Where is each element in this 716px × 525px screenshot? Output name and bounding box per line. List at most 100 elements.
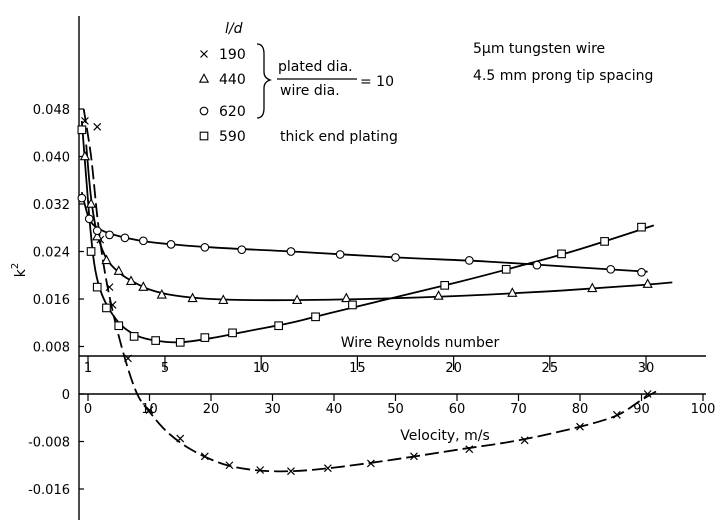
point-620 xyxy=(139,236,148,246)
legend-marker-440 xyxy=(198,73,210,83)
y-ticks: -0.016 -0.008 0 0.008 0.016 0.024 0.032 0.040 0.… xyxy=(28,103,84,498)
point-590 xyxy=(274,321,284,331)
reynolds-tick-label: 25 xyxy=(542,361,559,376)
point-190 xyxy=(225,461,234,470)
point-590 xyxy=(600,237,609,246)
legend-header: l/d xyxy=(225,21,243,37)
y-tick-label: 0.032 xyxy=(33,198,70,213)
point-440 xyxy=(187,292,198,303)
legend-value-190: 190 xyxy=(219,47,246,63)
reynolds-tick-label: 15 xyxy=(349,361,366,376)
point-620 xyxy=(77,193,87,203)
point-590 xyxy=(200,333,210,342)
legend: l/d 190 440 620 590 thick end plating pl… xyxy=(198,21,398,145)
point-590 xyxy=(151,336,161,345)
reynolds-ticks: 1 5 10 15 20 25 30 xyxy=(84,356,654,376)
point-590 xyxy=(637,222,646,232)
point-620 xyxy=(120,233,130,243)
point-590 xyxy=(114,321,124,331)
point-440 xyxy=(113,265,124,275)
axes xyxy=(78,16,706,520)
x-tick-label: 0 xyxy=(84,402,92,417)
curve-190 xyxy=(82,108,661,473)
legend-note-thick-end-plating: thick end plating xyxy=(280,129,398,145)
point-620 xyxy=(105,230,114,240)
point-440 xyxy=(125,275,137,285)
point-440 xyxy=(138,281,149,291)
point-620 xyxy=(335,250,345,259)
point-590 xyxy=(92,282,102,292)
point-440 xyxy=(587,282,598,293)
legend-markers xyxy=(198,50,210,141)
point-620 xyxy=(92,226,102,236)
point-590 xyxy=(129,332,139,341)
point-190 xyxy=(124,354,132,363)
legend-value-440: 440 xyxy=(219,72,246,88)
point-190 xyxy=(145,406,154,414)
point-440 xyxy=(218,294,229,304)
x-axis-label: Velocity, m/s xyxy=(400,428,489,444)
x-tick-label: 30 xyxy=(264,402,281,417)
x-tick-label: 90 xyxy=(633,402,650,417)
curve-440 xyxy=(85,144,673,302)
point-440 xyxy=(79,150,91,161)
ratio-denominator: wire dia. xyxy=(280,83,340,99)
point-590 xyxy=(175,337,185,347)
point-190 xyxy=(366,459,375,468)
y-tick-label: -0.016 xyxy=(28,483,70,498)
annotation-wire: 5μm tungsten wire xyxy=(473,41,605,57)
legend-brace xyxy=(256,43,273,119)
y-axis-label-superscript: 2 xyxy=(10,263,21,269)
curve-620 xyxy=(80,191,648,273)
point-190 xyxy=(93,122,102,131)
y-tick-label: 0.008 xyxy=(33,341,70,356)
point-190 xyxy=(105,283,114,292)
x-ticks: 0 10 20 30 40 50 60 70 80 90 100 xyxy=(84,394,716,417)
legend-marker-620 xyxy=(199,106,209,116)
point-590 xyxy=(557,249,566,259)
point-620 xyxy=(286,247,296,256)
point-440 xyxy=(291,294,303,304)
legend-marker-590 xyxy=(199,131,209,141)
point-440 xyxy=(92,230,103,241)
point-190 xyxy=(256,466,265,474)
reynolds-tick-label: 20 xyxy=(445,361,462,376)
point-440 xyxy=(85,198,97,208)
point-190 xyxy=(520,436,529,445)
point-620 xyxy=(166,240,176,249)
y-tick-label: 0.024 xyxy=(33,246,70,261)
point-440 xyxy=(642,278,653,288)
y-tick-label: 0.040 xyxy=(33,151,70,166)
point-590 xyxy=(102,303,111,313)
point-620 xyxy=(637,267,646,277)
x-tick-label: 50 xyxy=(387,402,404,417)
point-620 xyxy=(606,264,616,274)
point-190 xyxy=(576,422,584,431)
legend-marker-190 xyxy=(200,50,208,58)
legend-value-620: 620 xyxy=(219,104,246,120)
point-190 xyxy=(176,434,185,443)
point-590 xyxy=(77,125,87,135)
legend-value-590: 590 xyxy=(219,129,246,145)
point-190 xyxy=(287,467,295,476)
reynolds-tick-label: 1 xyxy=(84,361,92,376)
point-590 xyxy=(440,280,450,290)
y-axis-label: k2 xyxy=(10,263,29,277)
point-190 xyxy=(410,452,418,461)
reynolds-tick-label: 5 xyxy=(161,361,169,376)
point-590 xyxy=(501,264,511,274)
x-tick-label: 100 xyxy=(691,402,716,417)
point-620 xyxy=(391,253,400,262)
point-190 xyxy=(81,116,89,125)
point-590 xyxy=(228,328,237,338)
point-590 xyxy=(86,247,96,256)
point-190 xyxy=(643,390,652,398)
x-tick-label: 20 xyxy=(203,402,220,417)
x-tick-label: 40 xyxy=(326,402,343,417)
curve-590 xyxy=(80,120,655,344)
point-620 xyxy=(464,256,474,265)
y-axis-label-main: k xyxy=(13,268,29,277)
reynolds-tick-label: 30 xyxy=(638,361,655,376)
point-620 xyxy=(532,260,542,270)
